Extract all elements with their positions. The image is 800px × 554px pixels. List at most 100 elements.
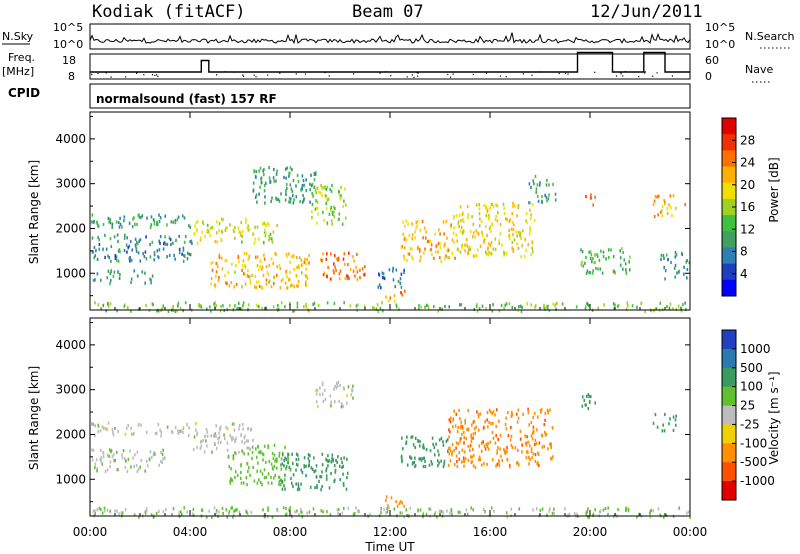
- range-gate-cell: [459, 417, 461, 421]
- noise-sky-line: [89, 32, 691, 46]
- range-gate-cell: [263, 221, 266, 226]
- range-gate-cell: [654, 413, 657, 417]
- range-gate-cell: [98, 247, 101, 251]
- range-gate-cell: [423, 456, 426, 460]
- range-gate-cell: [664, 269, 667, 273]
- range-gate-cell: [401, 460, 403, 464]
- range-gate-cell: [249, 428, 252, 432]
- range-gate-cell: [305, 305, 308, 309]
- range-gate-cell: [305, 280, 307, 284]
- colorbar-tick-label: 500: [740, 361, 763, 375]
- range-gate-cell: [605, 257, 607, 261]
- range-gate-cell: [263, 189, 266, 193]
- range-gate-cell: [132, 217, 134, 221]
- range-gate-cell: [200, 444, 203, 448]
- range-gate-cell: [589, 271, 591, 275]
- range-gate-cell: [496, 449, 499, 453]
- range-gate-cell: [573, 511, 576, 516]
- range-gate-cell: [608, 248, 610, 252]
- range-gate-cell: [351, 389, 354, 393]
- range-gate-cell: [256, 481, 259, 485]
- range-gate-cell: [687, 510, 690, 514]
- range-gate-cell: [378, 272, 380, 276]
- range-gate-cell: [145, 430, 148, 434]
- range-gate-cell: [115, 258, 118, 262]
- range-gate-cell: [101, 425, 104, 429]
- range-gate-cell: [685, 260, 687, 264]
- range-gate-cell: [511, 240, 514, 245]
- range-gate-cell: [467, 215, 469, 219]
- range-gate-cell: [266, 270, 269, 274]
- range-gate-cell: [588, 394, 590, 399]
- range-gate-cell: [479, 458, 481, 462]
- range-gate-cell: [363, 304, 366, 308]
- range-gate-cell: [549, 408, 551, 412]
- range-gate-cell: [152, 303, 154, 307]
- range-gate-cell: [488, 408, 491, 412]
- range-gate-cell: [284, 513, 287, 517]
- range-gate-cell: [342, 483, 345, 487]
- range-gate-cell: [106, 453, 109, 457]
- range-gate-cell: [322, 210, 324, 214]
- range-gate-cell: [242, 427, 244, 431]
- range-gate-cell: [405, 219, 408, 223]
- nave-dots: [91, 71, 673, 78]
- range-gate-cell: [250, 510, 253, 515]
- range-gate-cell: [477, 412, 480, 416]
- range-gate-cell: [595, 266, 597, 271]
- range-gate-cell: [305, 302, 307, 306]
- range-gate-cell: [315, 392, 318, 396]
- range-gate-cell: [400, 245, 403, 250]
- range-gate-cell: [238, 427, 240, 431]
- range-gate-cell: [229, 304, 231, 308]
- range-gate-cell: [97, 303, 100, 307]
- range-gate-cell: [507, 234, 510, 238]
- range-gate-cell: [137, 242, 139, 246]
- range-gate-cell: [435, 250, 437, 254]
- range-gate-cell: [305, 267, 307, 271]
- nave-dot: [136, 71, 138, 73]
- range-gate-cell: [498, 309, 501, 313]
- range-gate-cell: [511, 413, 514, 417]
- range-gate-cell: [182, 246, 185, 250]
- range-gate-cell: [229, 481, 232, 485]
- range-gate-cell: [124, 457, 126, 461]
- range-gate-cell: [686, 511, 688, 515]
- range-gate-cell: [137, 213, 140, 217]
- range-gate-cell: [138, 515, 140, 519]
- range-gate-cell: [255, 280, 258, 284]
- power-cbar-label: Power [dB]: [767, 157, 781, 222]
- range-gate-cell: [244, 265, 247, 269]
- range-gate-cell: [130, 432, 133, 436]
- range-gate-cell: [521, 450, 523, 454]
- range-gate-cell: [607, 512, 609, 517]
- range-gate-cell: [92, 448, 95, 452]
- range-gate-cell: [276, 509, 279, 513]
- range-gate-cell: [172, 305, 174, 309]
- range-gate-cell: [602, 508, 605, 512]
- range-gate-cell: [661, 209, 663, 213]
- nave-dot: [125, 76, 127, 78]
- range-gate-cell: [660, 210, 662, 214]
- range-gate-cell: [261, 472, 264, 476]
- range-gate-cell: [260, 267, 263, 271]
- range-gate-cell: [215, 509, 218, 513]
- range-gate-cell: [385, 295, 387, 299]
- range-gate-cell: [512, 249, 515, 254]
- range-gate-cell: [286, 286, 289, 290]
- range-gate-cell: [296, 265, 298, 270]
- range-gate-cell: [160, 434, 162, 438]
- range-gate-cell: [532, 250, 534, 254]
- range-gate-cell: [275, 172, 278, 176]
- range-gate-cell: [174, 426, 177, 430]
- range-gate-cell: [244, 434, 246, 438]
- range-gate-cell: [292, 309, 294, 313]
- range-gate-cell: [246, 462, 249, 466]
- range-gate-cell: [425, 230, 427, 234]
- range-gate-cell: [249, 473, 251, 477]
- range-gate-cell: [460, 303, 463, 307]
- range-gate-cell: [272, 176, 275, 180]
- range-gate-cell: [241, 240, 243, 244]
- range-gate-cell: [206, 229, 208, 233]
- range-gate-cell: [672, 307, 674, 311]
